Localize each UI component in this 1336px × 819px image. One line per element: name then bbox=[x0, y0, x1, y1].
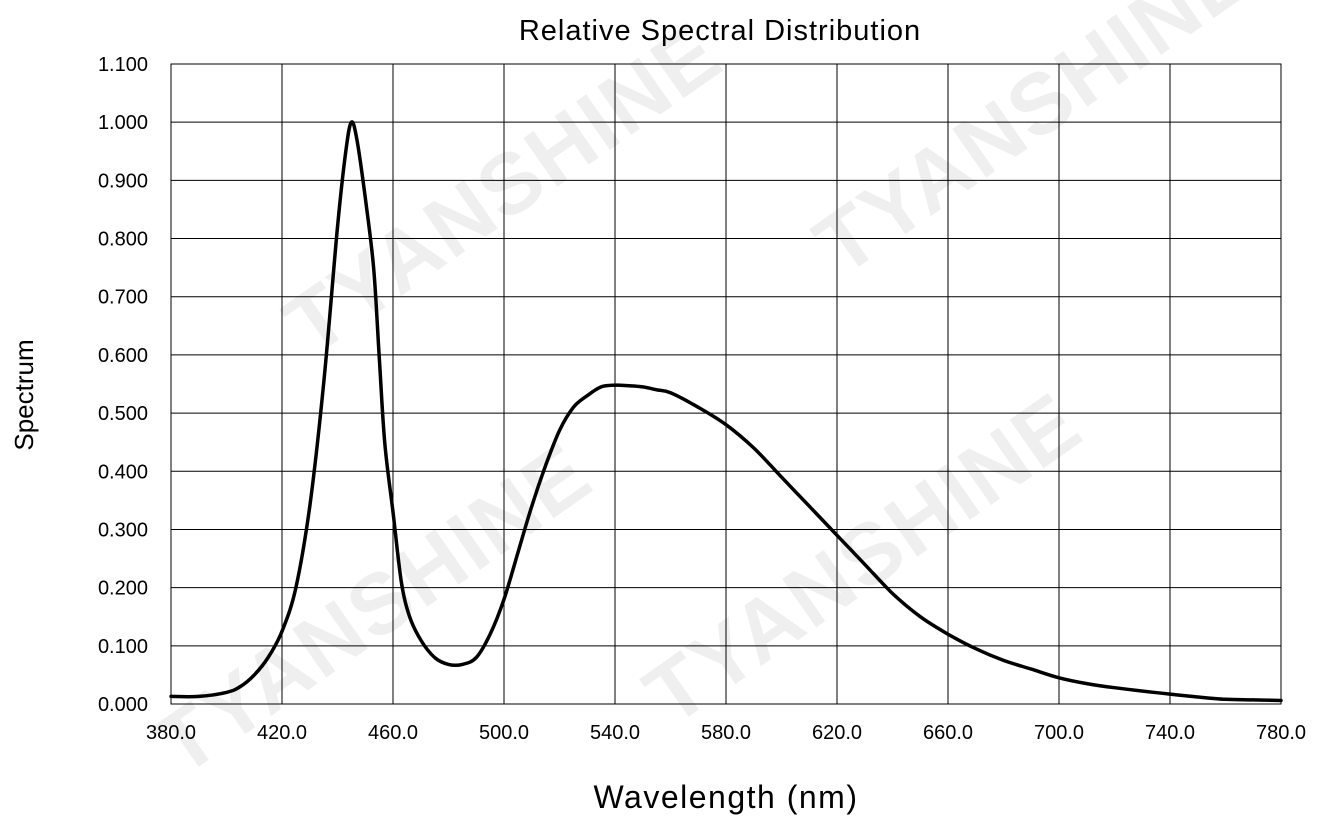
y-tick-label: 0.600 bbox=[98, 345, 148, 367]
y-tick-label: 0.300 bbox=[98, 519, 148, 541]
y-tick-label: 0.900 bbox=[98, 170, 148, 192]
y-tick-label: 0.000 bbox=[98, 694, 148, 716]
chart-title: Relative Spectral Distribution bbox=[519, 15, 921, 47]
x-tick-label: 580.0 bbox=[701, 722, 751, 744]
x-axis-label: Wavelength (nm) bbox=[594, 779, 859, 815]
y-tick-label: 0.500 bbox=[98, 403, 148, 425]
x-tick-label: 500.0 bbox=[479, 722, 529, 744]
spectrum-line bbox=[169, 120, 1283, 703]
x-tick-label: 700.0 bbox=[1034, 722, 1084, 744]
y-tick-label: 1.100 bbox=[98, 54, 148, 76]
y-tick-label: 0.700 bbox=[98, 287, 148, 309]
y-tick-label: 0.200 bbox=[98, 578, 148, 600]
x-tick-label: 660.0 bbox=[923, 722, 973, 744]
y-tick-label: 0.800 bbox=[98, 229, 148, 251]
x-tick-label: 380.0 bbox=[146, 722, 196, 744]
x-tick-label: 740.0 bbox=[1145, 722, 1195, 744]
y-tick-label: 1.000 bbox=[98, 112, 148, 134]
y-axis-label: Spectrum bbox=[9, 339, 39, 450]
y-tick-label: 0.100 bbox=[98, 636, 148, 658]
x-tick-label: 620.0 bbox=[812, 722, 862, 744]
x-tick-label: 540.0 bbox=[590, 722, 640, 744]
y-tick-label: 0.400 bbox=[98, 461, 148, 483]
x-tick-label: 420.0 bbox=[257, 722, 307, 744]
x-tick-label: 780.0 bbox=[1256, 722, 1306, 744]
x-tick-label: 460.0 bbox=[368, 722, 418, 744]
